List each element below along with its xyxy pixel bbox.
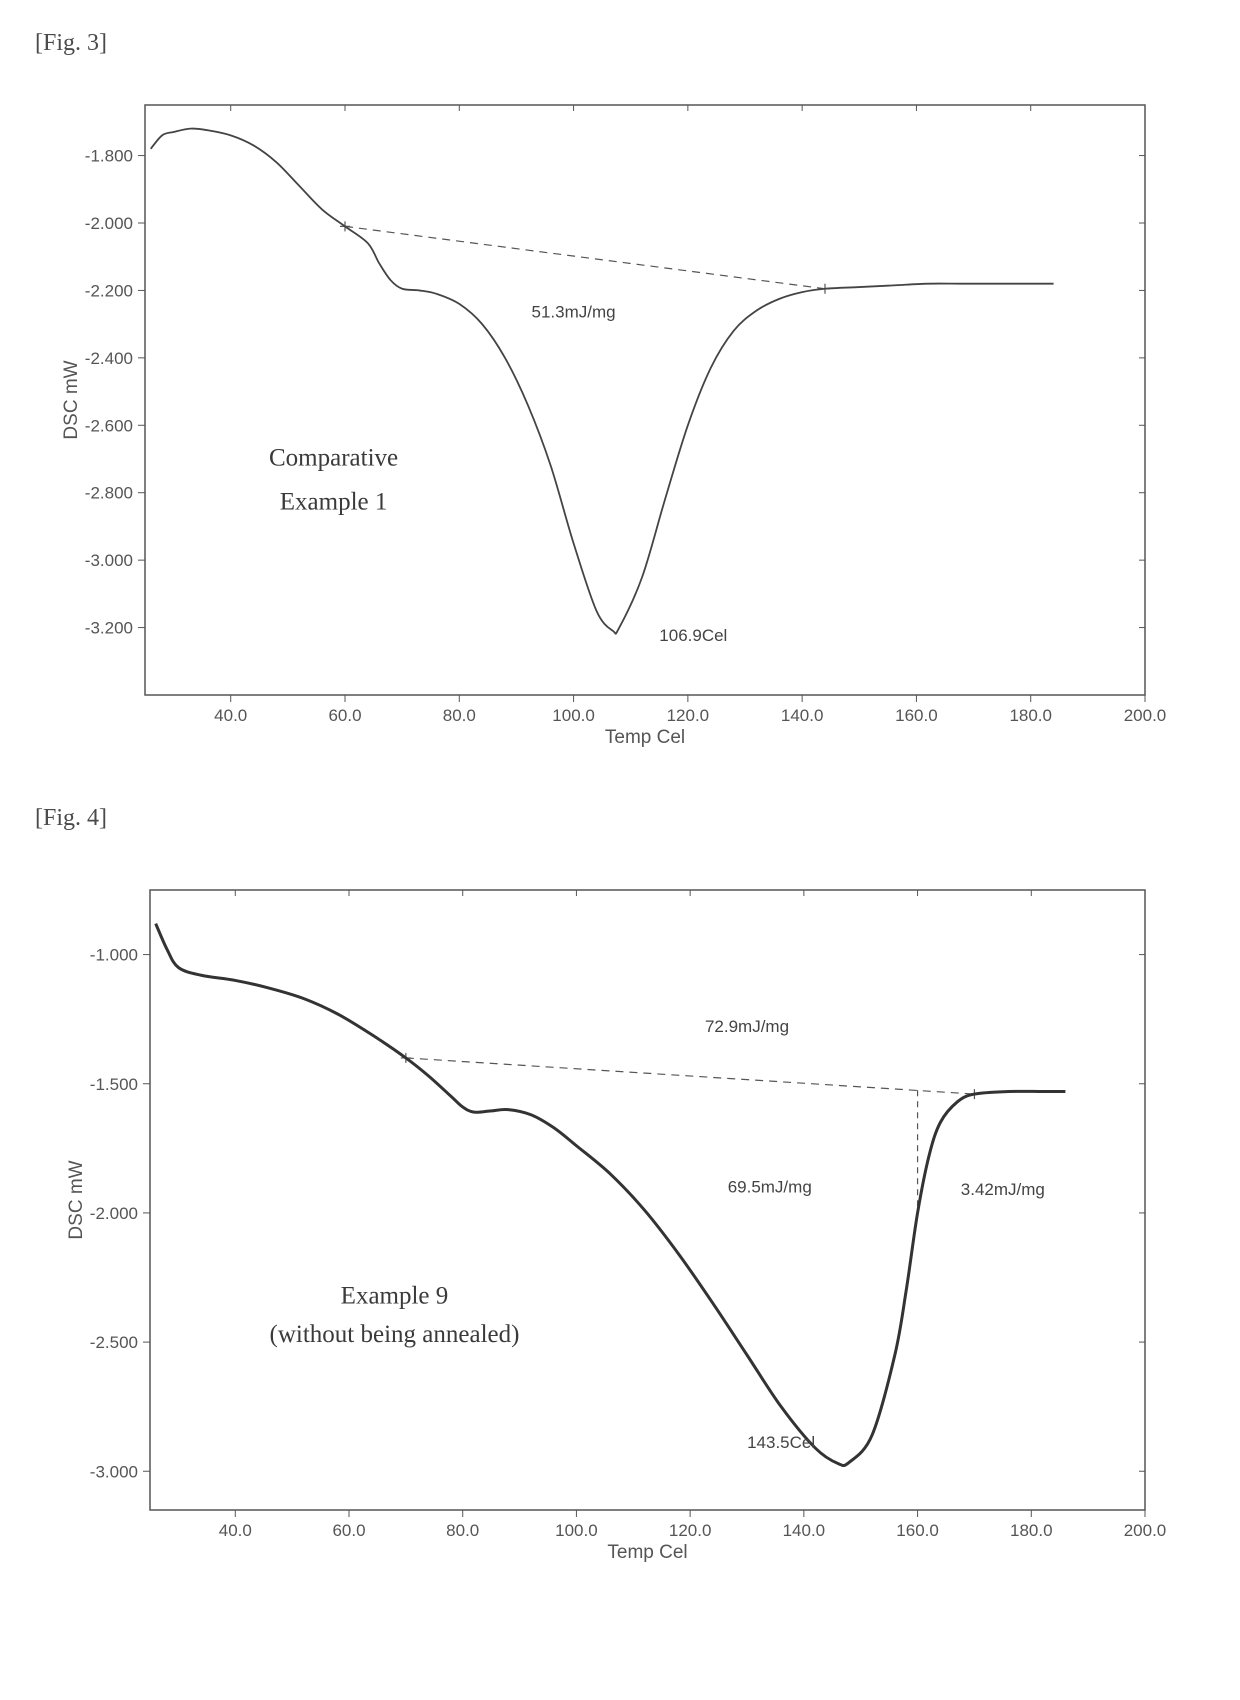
svg-text:40.0: 40.0 [219,1521,252,1540]
svg-text:3.42mJ/mg: 3.42mJ/mg [961,1180,1045,1199]
svg-text:140.0: 140.0 [781,706,824,725]
svg-text:-2.800: -2.800 [85,484,133,503]
svg-text:DSC mW: DSC mW [66,1160,87,1239]
svg-text:-3.000: -3.000 [90,1462,138,1481]
svg-text:40.0: 40.0 [214,706,247,725]
svg-text:Temp Cel: Temp Cel [605,727,685,748]
svg-text:140.0: 140.0 [783,1521,826,1540]
svg-text:69.5mJ/mg: 69.5mJ/mg [728,1177,812,1196]
svg-text:Temp Cel: Temp Cel [607,1542,687,1563]
svg-text:-1.000: -1.000 [90,946,138,965]
svg-text:51.3mJ/mg: 51.3mJ/mg [532,302,616,321]
svg-text:100.0: 100.0 [555,1521,598,1540]
fig3-label: [Fig. 3] [35,30,107,57]
svg-text:Example 9: Example 9 [341,1282,449,1309]
svg-text:120.0: 120.0 [667,706,710,725]
svg-text:-2.000: -2.000 [85,214,133,233]
svg-text:100.0: 100.0 [552,706,595,725]
svg-text:120.0: 120.0 [669,1521,712,1540]
svg-text:60.0: 60.0 [332,1521,365,1540]
page: [Fig. 3] 40.0 60.0 80.0 100.0 120.0 140.0 160.… [0,0,1240,1700]
svg-text:180.0: 180.0 [1009,706,1052,725]
svg-text:-3.200: -3.200 [85,619,133,638]
svg-text:-1.800: -1.800 [85,147,133,166]
svg-text:72.9mJ/mg: 72.9mJ/mg [705,1017,789,1036]
svg-text:-2.600: -2.600 [85,416,133,435]
svg-text:80.0: 80.0 [446,1521,479,1540]
svg-text:200.0: 200.0 [1124,706,1167,725]
svg-text:80.0: 80.0 [443,706,476,725]
svg-text:160.0: 160.0 [896,1521,939,1540]
svg-text:-2.500: -2.500 [90,1333,138,1352]
svg-text:200.0: 200.0 [1124,1521,1167,1540]
svg-text:-3.000: -3.000 [85,551,133,570]
fig3-chart: 40.0 60.0 80.0 100.0 120.0 140.0 160.0 180.0 200… [55,95,1215,795]
svg-text:143.5Cel: 143.5Cel [747,1433,815,1452]
svg-text:DSC mW: DSC mW [61,360,82,439]
fig4-chart: 40.0 60.0 80.0 100.0 120.0 140.0 160.0 180.0 200… [60,880,1215,1610]
svg-text:180.0: 180.0 [1010,1521,1053,1540]
svg-text:(without being annealed): (without being annealed) [270,1321,520,1348]
svg-text:-2.200: -2.200 [85,281,133,300]
svg-text:Comparative: Comparative [269,445,398,472]
svg-text:-2.400: -2.400 [85,349,133,368]
svg-text:160.0: 160.0 [895,706,938,725]
svg-text:60.0: 60.0 [328,706,361,725]
svg-text:-2.000: -2.000 [90,1204,138,1223]
svg-text:Example 1: Example 1 [280,489,388,516]
svg-text:106.9Cel: 106.9Cel [659,626,727,645]
svg-text:-1.500: -1.500 [90,1075,138,1094]
fig4-label: [Fig. 4] [35,805,107,832]
